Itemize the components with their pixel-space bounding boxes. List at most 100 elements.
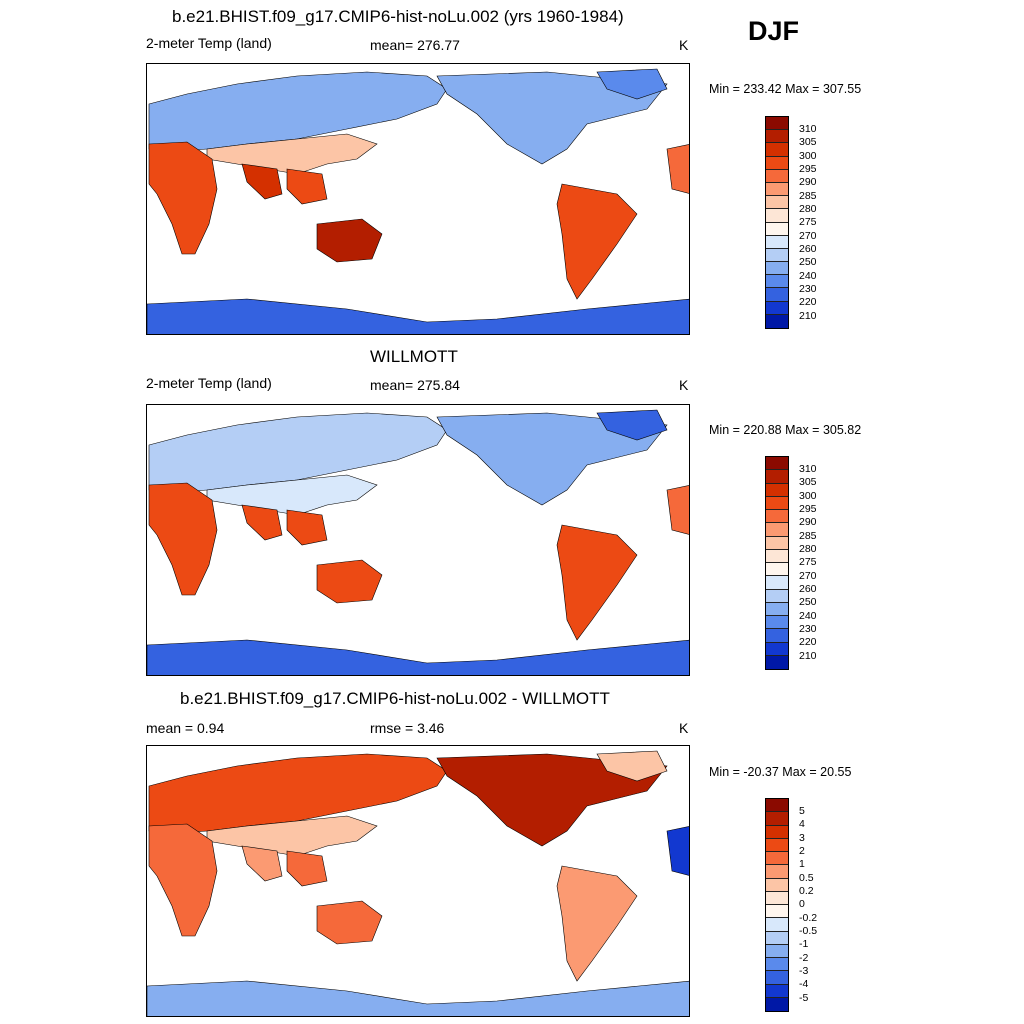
colorbar-tick: 2 <box>799 845 805 857</box>
landmass-iberia-edge <box>666 485 689 535</box>
colorbar <box>765 116 789 329</box>
colorbar-tick: 280 <box>799 203 817 215</box>
colorbar-segment <box>766 549 788 563</box>
colorbar-segment <box>766 196 788 210</box>
colorbar-tick: 285 <box>799 530 817 542</box>
colorbar-segment <box>766 576 788 590</box>
colorbar-segment <box>766 838 788 852</box>
colorbar-tick: 295 <box>799 503 817 515</box>
landmass-australia <box>316 218 383 263</box>
colorbar-segment <box>766 865 788 879</box>
colorbar <box>765 798 789 1012</box>
colorbar-segment <box>766 130 788 144</box>
landmass-africa <box>148 482 218 596</box>
colorbar-tick: 250 <box>799 596 817 608</box>
colorbar-tick: -5 <box>799 992 809 1004</box>
panel-title: WILLMOTT <box>370 347 458 366</box>
colorbar-segment <box>766 209 788 223</box>
colorbar-tick: 230 <box>799 283 817 295</box>
landmass-south-america <box>556 524 638 641</box>
map-model <box>146 63 690 335</box>
map-svg <box>147 750 689 1016</box>
colorbar-segment <box>766 301 788 315</box>
map-observations <box>146 404 690 676</box>
colorbar-segment <box>766 905 788 919</box>
colorbar-tick: -3 <box>799 965 809 977</box>
colorbar-segment <box>766 510 788 524</box>
colorbar-segment <box>766 812 788 826</box>
colorbar-segment <box>766 852 788 866</box>
colorbar-tick: 240 <box>799 270 817 282</box>
map-difference <box>146 745 690 1017</box>
colorbar-segment <box>766 971 788 985</box>
colorbar-tick: 300 <box>799 150 817 162</box>
variable-label: 2-meter Temp (land) <box>146 35 272 51</box>
colorbar-segment <box>766 602 788 616</box>
colorbar-segment <box>766 891 788 905</box>
colorbar-tick: 240 <box>799 610 817 622</box>
landmass-antarctica <box>147 980 689 1016</box>
rmse-label: rmse = 3.46 <box>370 720 445 736</box>
landmass-se-asia <box>286 850 328 887</box>
colorbar-tick: 210 <box>799 650 817 662</box>
colorbar-segment <box>766 536 788 550</box>
landmass-south-america <box>556 183 638 300</box>
minmax-label: Min = 220.88 Max = 305.82 <box>709 423 862 437</box>
colorbar-tick: 0.5 <box>799 872 814 884</box>
mean-label: mean= 276.77 <box>370 37 460 53</box>
landmass-africa <box>148 141 218 255</box>
colorbar-segment <box>766 235 788 249</box>
map-svg <box>147 68 689 334</box>
colorbar-tick: 230 <box>799 623 817 635</box>
colorbar-segment <box>766 275 788 289</box>
landmass-australia <box>316 559 383 604</box>
colorbar-segment <box>766 825 788 839</box>
colorbar <box>765 456 789 670</box>
colorbar-tick: 280 <box>799 543 817 555</box>
colorbar-tick: 260 <box>799 583 817 595</box>
colorbar-segment <box>766 483 788 497</box>
colorbar-tick: -0.2 <box>799 912 818 924</box>
colorbar-tick: -1 <box>799 938 809 950</box>
colorbar-tick: 275 <box>799 216 817 228</box>
colorbar-tick: 285 <box>799 190 817 202</box>
colorbar-tick: 260 <box>799 243 817 255</box>
minmax-label: Min = 233.42 Max = 307.55 <box>709 82 862 96</box>
season-label: DJF <box>748 16 800 46</box>
colorbar-segment <box>766 248 788 263</box>
landmass-se-asia <box>286 168 328 205</box>
colorbar-tick: 210 <box>799 310 817 322</box>
landmass-south-asia <box>241 163 283 200</box>
colorbar-tick: -4 <box>799 978 809 990</box>
colorbar-tick: 0.2 <box>799 885 814 897</box>
colorbar-segment <box>766 563 788 577</box>
colorbar-tick: 290 <box>799 516 817 528</box>
landmass-antarctica <box>147 639 689 675</box>
variable-label: 2-meter Temp (land) <box>146 375 272 391</box>
landmass-asia-south <box>206 815 378 857</box>
landmass-greenland <box>596 68 668 100</box>
colorbar-segment <box>766 496 788 510</box>
colorbar-segment <box>766 169 788 183</box>
colorbar-tick: 310 <box>799 463 817 475</box>
colorbar-tick: 275 <box>799 556 817 568</box>
colorbar-tick: 300 <box>799 490 817 502</box>
colorbar-tick: 0 <box>799 898 805 910</box>
colorbar-segment <box>766 314 788 328</box>
colorbar-tick: 270 <box>799 570 817 582</box>
panel-title: b.e21.BHIST.f09_g17.CMIP6-hist-noLu.002 … <box>172 7 624 26</box>
mean-label: mean = 0.94 <box>146 720 225 736</box>
colorbar-segment <box>766 655 788 669</box>
colorbar-segment <box>766 589 788 603</box>
colorbar-tick: 305 <box>799 476 817 488</box>
panel-title: b.e21.BHIST.f09_g17.CMIP6-hist-noLu.002 … <box>180 689 610 708</box>
colorbar-segment <box>766 918 788 932</box>
colorbar-segment <box>766 156 788 170</box>
colorbar-segment <box>766 616 788 630</box>
colorbar-segment <box>766 997 788 1011</box>
colorbar-segment <box>766 799 788 813</box>
landmass-south-asia <box>241 504 283 541</box>
units-label: K <box>679 37 689 53</box>
colorbar-tick: 4 <box>799 818 805 830</box>
landmass-antarctica <box>147 298 689 334</box>
